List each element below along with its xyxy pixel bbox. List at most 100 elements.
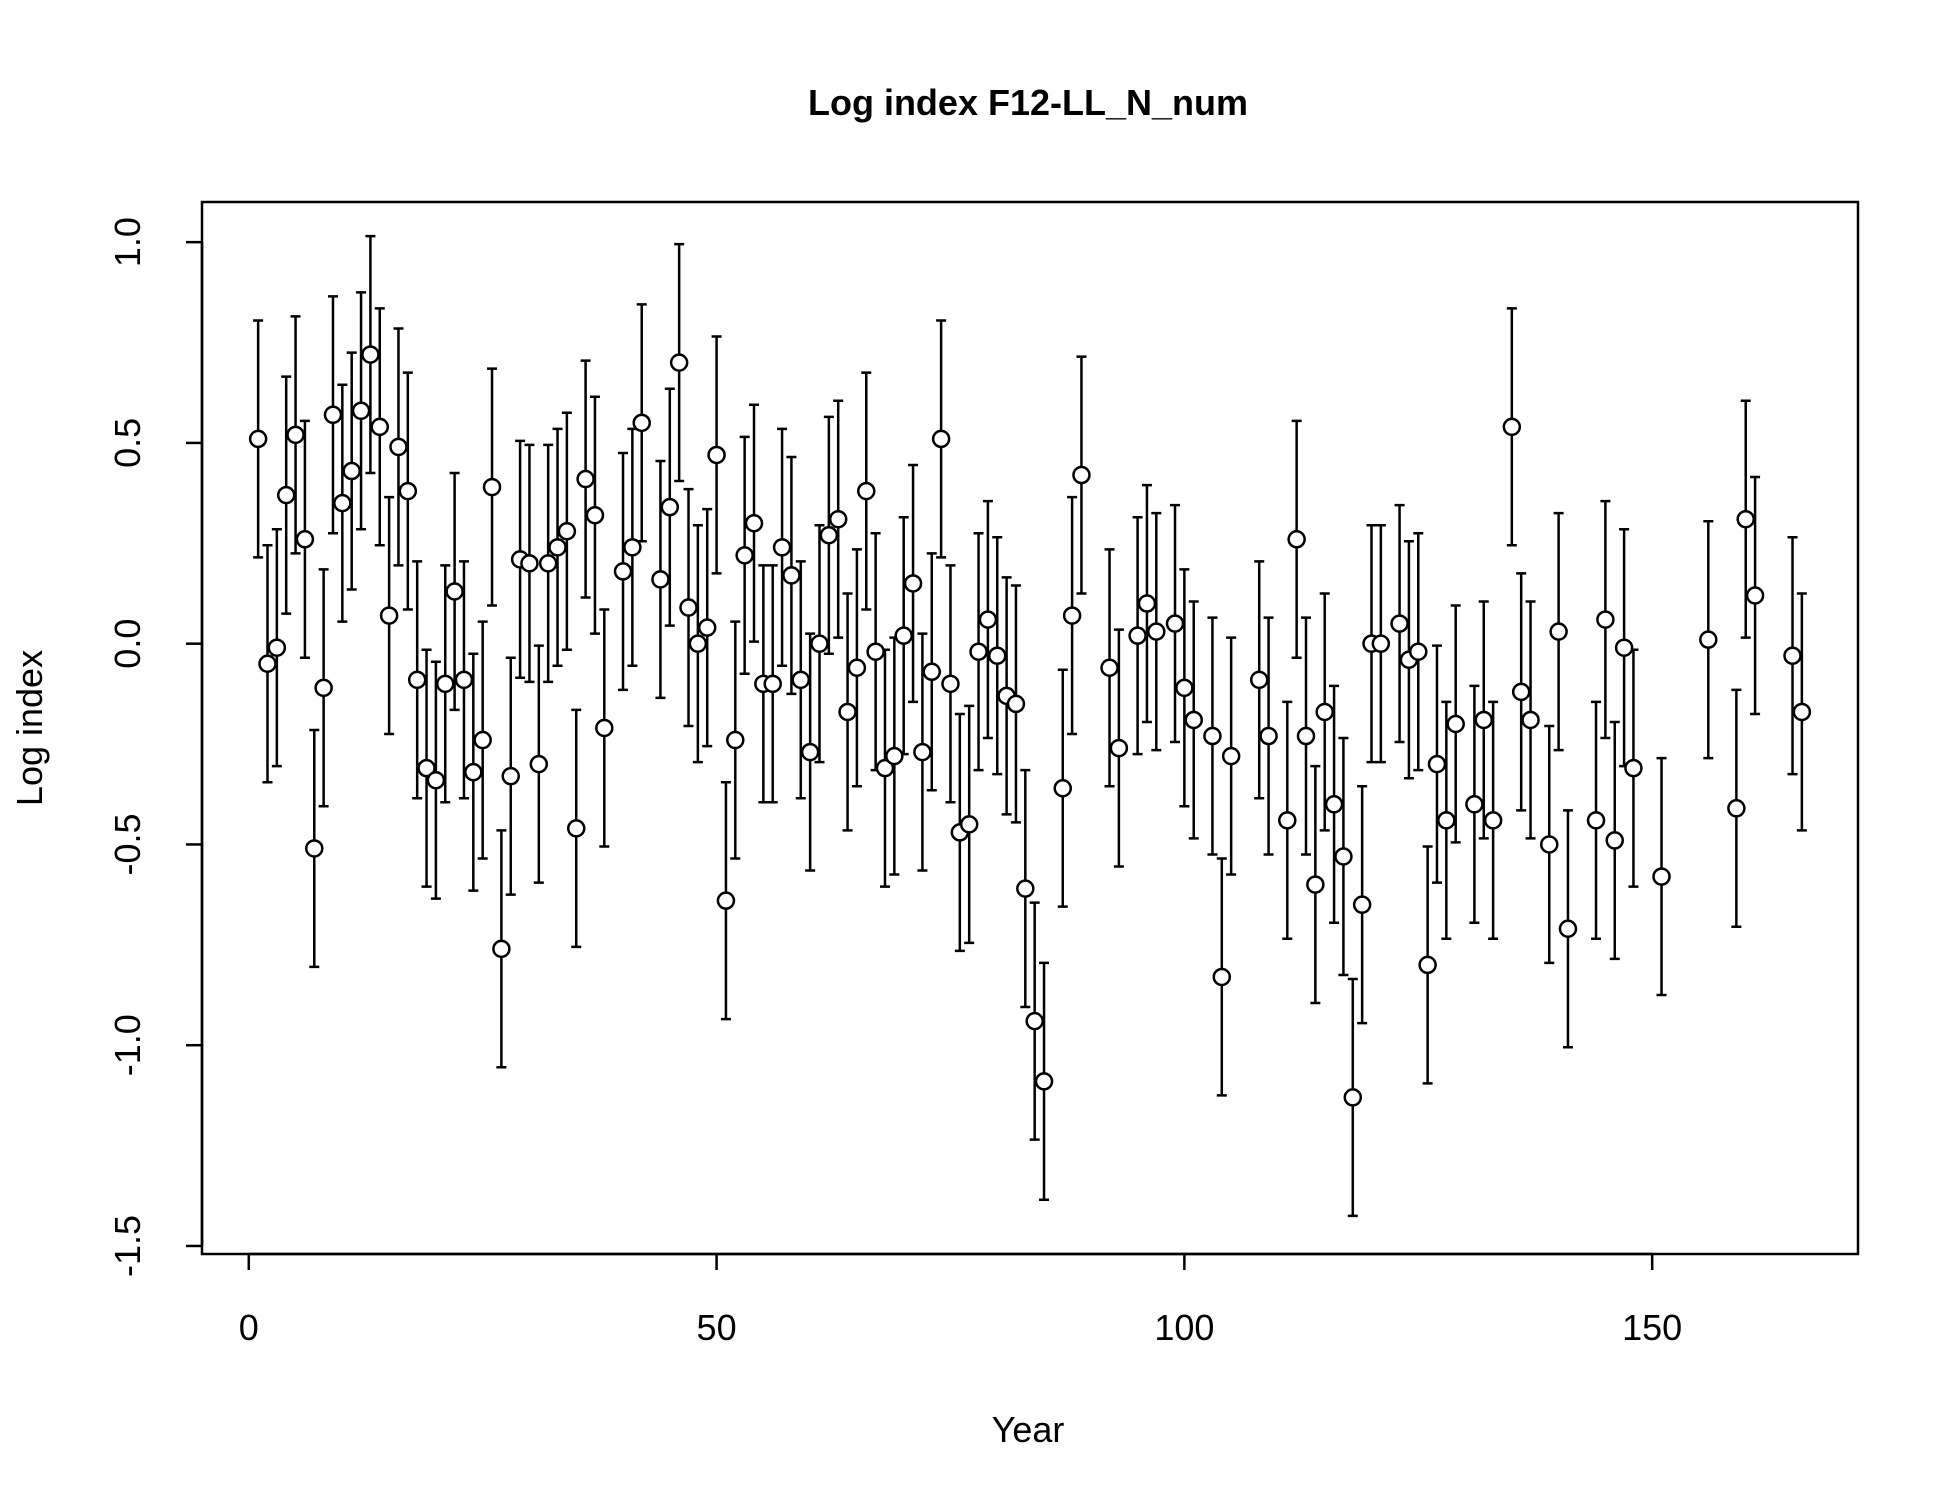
data-point: [305, 839, 324, 858]
data-point: [1502, 417, 1522, 437]
data-point: [828, 509, 848, 529]
data-point: [566, 819, 586, 838]
data-point: [660, 497, 680, 517]
data-point: [1147, 622, 1166, 641]
data-point: [847, 658, 867, 678]
error-bars: [253, 234, 1807, 1218]
data-point: [1390, 614, 1409, 633]
data-point: [782, 566, 801, 585]
data-point: [576, 469, 595, 489]
y-axis-label: Log index: [9, 650, 50, 806]
data-point: [735, 546, 754, 565]
data-point: [248, 429, 268, 449]
data-point: [1184, 710, 1203, 730]
data-point: [1605, 831, 1624, 850]
data-point: [1540, 835, 1559, 854]
x-tick-label: 100: [1154, 1307, 1214, 1348]
data-point: [669, 353, 689, 372]
x-tick-label: 0: [239, 1307, 259, 1348]
data-point: [295, 530, 315, 549]
data-point: [1306, 875, 1325, 894]
data-point: [482, 477, 502, 497]
data-point: [1371, 634, 1391, 653]
y-tick-label: 0.0: [107, 619, 148, 669]
data-point: [810, 634, 829, 653]
data-point: [454, 670, 474, 690]
data-point: [595, 718, 614, 738]
data-point: [969, 642, 988, 661]
data-point: [1521, 710, 1540, 730]
data-point: [623, 538, 642, 557]
data-point: [492, 939, 511, 959]
data-point: [1343, 1088, 1363, 1107]
data-point: [333, 493, 352, 513]
data-point: [538, 554, 558, 573]
data-point: [407, 670, 427, 690]
chart-title: Log index F12-LL_N_num: [808, 82, 1248, 123]
data-point: [679, 598, 698, 617]
data-point: [1006, 694, 1026, 714]
plot-frame: [200, 200, 1860, 1256]
data-point: [1025, 1011, 1044, 1031]
data-point: [1699, 630, 1718, 649]
data-points: [248, 345, 1812, 1107]
data-point: [791, 670, 811, 690]
data-point: [763, 674, 782, 694]
data-point: [838, 702, 857, 722]
data-point: [1792, 702, 1812, 722]
data-point: [1549, 622, 1568, 641]
data-point: [417, 758, 436, 778]
data-point: [988, 646, 1007, 665]
data-point: [1175, 678, 1194, 698]
y-tick-label: 1.0: [107, 217, 148, 267]
data-point: [613, 562, 633, 581]
data-point: [903, 574, 923, 593]
data-point: [379, 606, 399, 625]
data-point: [1109, 738, 1129, 758]
data-point: [1418, 955, 1437, 975]
data-point: [1586, 811, 1606, 830]
data-point: [819, 526, 839, 545]
data-point: [529, 754, 549, 774]
data-point: [1427, 754, 1447, 774]
data-point: [632, 413, 651, 433]
data-point: [323, 405, 343, 425]
y-tick-label: -0.5: [107, 813, 148, 875]
x-tick-label: 50: [697, 1307, 737, 1348]
data-point: [276, 485, 296, 505]
data-point: [286, 425, 305, 445]
data-point: [800, 742, 820, 762]
data-point: [548, 538, 567, 557]
data-point: [1745, 586, 1765, 605]
data-point: [1287, 530, 1306, 549]
x-axis-label: Year: [992, 1409, 1065, 1450]
data-point: [1558, 919, 1578, 939]
data-point: [445, 582, 464, 601]
data-point: [1783, 646, 1802, 665]
data-point: [857, 481, 876, 501]
data-point: [1437, 811, 1456, 830]
x-tick-label: 150: [1622, 1307, 1682, 1348]
data-point: [1474, 710, 1494, 730]
data-point: [342, 461, 361, 481]
data-point: [351, 401, 371, 421]
data-point: [885, 746, 904, 766]
data-point: [922, 662, 942, 682]
data-point: [651, 570, 670, 589]
data-point: [361, 345, 380, 364]
data-point: [744, 513, 764, 533]
data-point: [1324, 795, 1344, 814]
data-point: [1203, 726, 1222, 746]
data-point: [913, 742, 932, 762]
data-point: [1296, 726, 1316, 746]
data-point: [1511, 682, 1531, 702]
data-point: [1334, 847, 1353, 866]
data-point: [688, 634, 708, 653]
data-point: [1352, 895, 1372, 914]
data-point: [389, 437, 408, 457]
data-point: [1249, 670, 1269, 690]
data-point: [1221, 746, 1241, 766]
data-point: [585, 505, 605, 525]
y-axis: -1.5 -1.0 -0.5 0.0 0.5 1.0: [107, 217, 204, 1277]
